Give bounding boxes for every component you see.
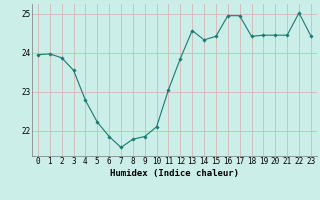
X-axis label: Humidex (Indice chaleur): Humidex (Indice chaleur) bbox=[110, 169, 239, 178]
